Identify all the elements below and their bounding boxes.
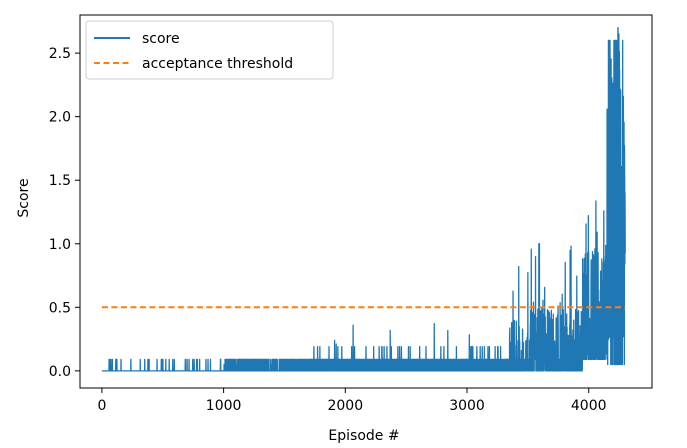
x-tick-label-2000: 2000 [327,398,363,414]
legend: score acceptance threshold [85,20,334,80]
x-tick-label-0: 0 [97,398,106,414]
y-tick-label-2.5: 2.5 [49,46,71,62]
legend-label-score: score [142,31,180,47]
axes: 0 1000 2000 3000 4000 0.0 0.5 1.0 1.5 2.0 2.5 [49,14,653,414]
plot-frame [79,14,653,389]
x-tick-label-1000: 1000 [206,398,242,414]
score-series-line [101,27,626,372]
legend-label-threshold: acceptance threshold [142,56,293,72]
legend-box [85,20,334,80]
y-tick-label-2: 2.0 [49,110,71,126]
y-axis-label: Score [16,178,32,217]
y-tick-label-0: 0.0 [49,364,71,380]
y-tick-label-1.5: 1.5 [49,173,71,189]
plot-area [101,27,626,372]
y-tick-label-1: 1.0 [49,237,71,253]
x-tick-label-3000: 3000 [449,398,485,414]
x-axis-label: Episode # [328,428,399,444]
y-tick-label-0.5: 0.5 [49,300,71,316]
x-tick-label-4000: 4000 [571,398,607,414]
